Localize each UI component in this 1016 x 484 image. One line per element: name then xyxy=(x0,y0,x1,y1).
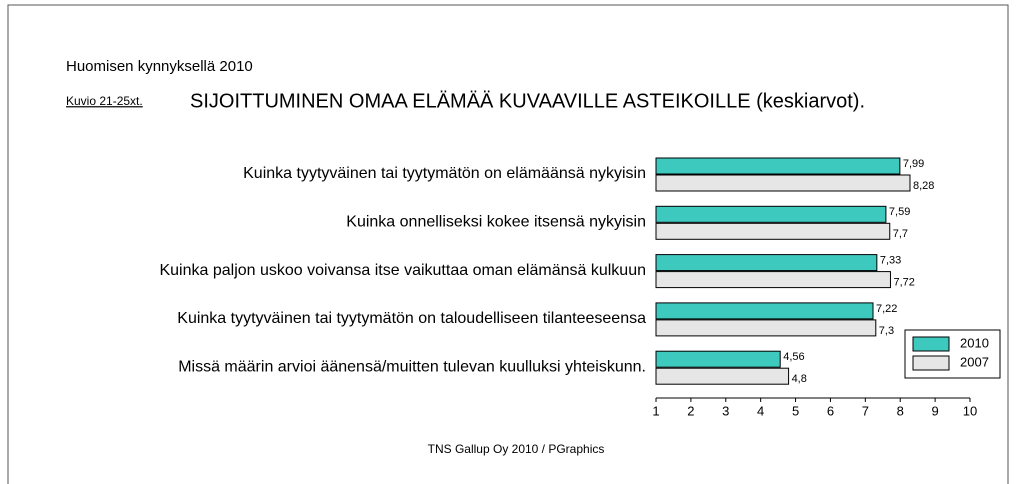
bar xyxy=(655,271,891,289)
header: Huomisen kynnyksellä 2010 xyxy=(66,58,253,75)
bar xyxy=(655,302,874,320)
bar xyxy=(655,157,901,175)
legend-label: 2010 xyxy=(960,335,989,350)
bar xyxy=(655,367,790,385)
value-label: 7,3 xyxy=(879,325,894,337)
bar xyxy=(655,319,877,337)
value-label: 4,8 xyxy=(792,373,807,385)
value-label: 4,56 xyxy=(783,351,804,363)
legend-swatch xyxy=(912,336,950,352)
bar xyxy=(655,350,781,368)
category-label: Kuinka tyytyväinen tai tyytymätön on tal… xyxy=(177,310,646,327)
value-label: 7,33 xyxy=(880,255,901,267)
chart-title: SIJOITTUMINEN OMAA ELÄMÄÄ KUVAAVILLE AST… xyxy=(190,90,865,112)
value-label: 7,72 xyxy=(893,277,914,289)
source: TNS Gallup Oy 2010 / PGraphics xyxy=(428,442,605,456)
x-tick-label: 6 xyxy=(827,403,834,418)
category-label: Kuinka paljon uskoo voivansa itse vaikut… xyxy=(159,262,646,279)
value-label: 7,59 xyxy=(889,206,910,218)
x-tick-label: 5 xyxy=(792,403,799,418)
x-tick-label: 1 xyxy=(652,403,659,418)
x-tick-label: 7 xyxy=(862,403,869,418)
x-tick-label: 2 xyxy=(687,403,694,418)
x-tick-label: 3 xyxy=(722,403,729,418)
x-tick-label: 9 xyxy=(931,403,938,418)
x-tick-label: 8 xyxy=(897,403,904,418)
value-label: 7,7 xyxy=(893,228,908,240)
value-label: 8,28 xyxy=(913,180,934,192)
bar xyxy=(655,174,911,192)
category-label: Missä määrin arvioi äänensä/muitten tule… xyxy=(178,358,646,375)
x-tick-label: 10 xyxy=(963,403,977,418)
figure-label: Kuvio 21-25xt. xyxy=(66,94,143,108)
legend-label: 2007 xyxy=(960,354,989,369)
bar xyxy=(655,205,887,223)
frame xyxy=(7,4,1009,484)
legend-swatch xyxy=(912,355,950,371)
bar xyxy=(655,222,891,240)
bar xyxy=(655,254,878,272)
x-tick-label: 4 xyxy=(757,403,764,418)
category-label: Kuinka tyytyväinen tai tyytymätön on elä… xyxy=(243,165,646,182)
value-label: 7,22 xyxy=(876,303,897,315)
category-label: Kuinka onnelliseksi kokee itsensä nykyis… xyxy=(346,214,646,231)
value-label: 7,99 xyxy=(903,158,924,170)
